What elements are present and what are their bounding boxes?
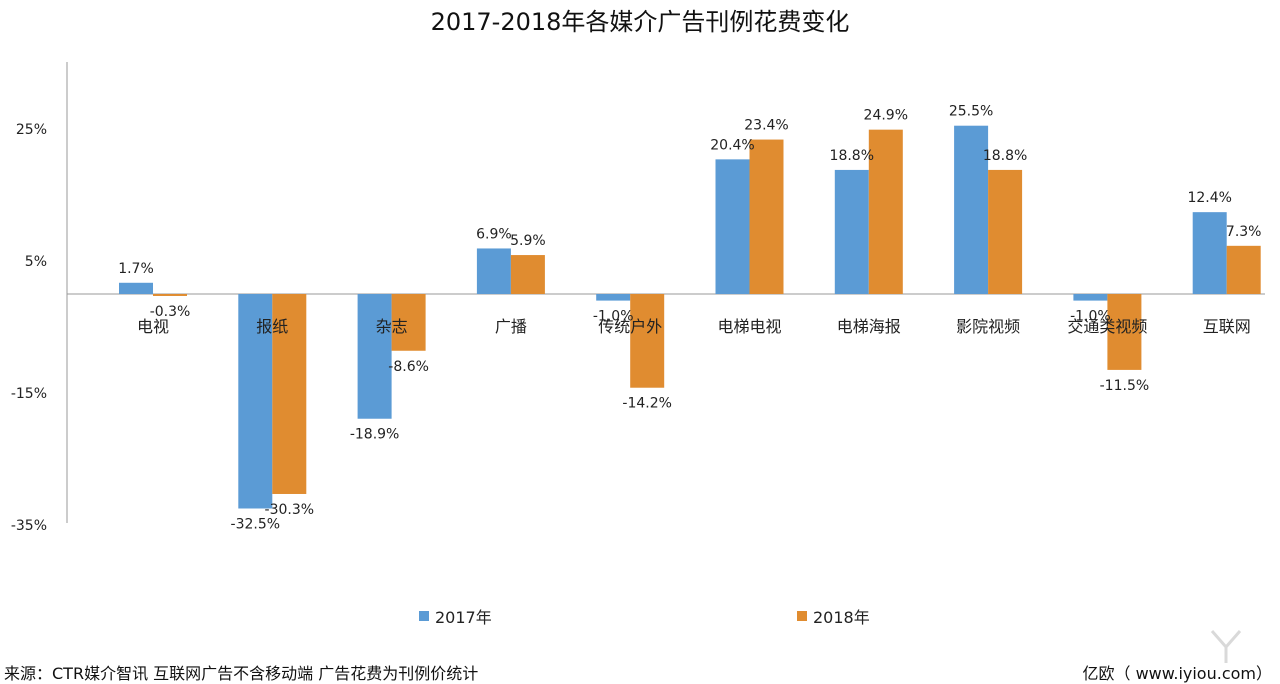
legend-label-2018: 2018年 bbox=[813, 608, 870, 627]
category-label: 电梯海报 bbox=[837, 317, 901, 336]
data-label-2017: -18.9% bbox=[350, 427, 400, 443]
bar-2017 bbox=[476, 248, 511, 294]
data-label-2018: 24.9% bbox=[864, 108, 908, 124]
bar-2017 bbox=[834, 169, 869, 294]
bar-2017 bbox=[119, 282, 153, 294]
bar-2017 bbox=[1192, 212, 1227, 294]
bar-2018 bbox=[272, 294, 307, 494]
category-label: 报纸 bbox=[256, 317, 288, 336]
legend-swatch-2017 bbox=[419, 611, 429, 621]
legend-item-2018: 2018年 bbox=[797, 604, 870, 628]
bar-2017 bbox=[954, 125, 989, 294]
data-label-2017: 12.4% bbox=[1187, 190, 1231, 206]
bar-2018 bbox=[391, 294, 426, 351]
legend-label-2017: 2017年 bbox=[435, 608, 492, 627]
category-label: 电视 bbox=[137, 317, 169, 336]
data-label-2018: 18.8% bbox=[983, 148, 1027, 164]
bar-2017 bbox=[715, 159, 750, 294]
category-labels: 电视 报纸 杂志 广播 传统户外 电梯电视 电梯海报 影院视频 交通类视频 互联网 bbox=[137, 317, 1251, 336]
data-label-2018: -8.6% bbox=[388, 359, 429, 375]
bars bbox=[119, 125, 1261, 509]
category-label: 电梯电视 bbox=[717, 317, 781, 336]
legend-swatch-2018 bbox=[797, 611, 807, 621]
category-label: 交通类视频 bbox=[1067, 317, 1147, 336]
y-tick-label: 25% bbox=[16, 122, 47, 138]
y-tick-labels: 25% 5% -15% -35% bbox=[11, 122, 47, 534]
bar-2018 bbox=[868, 129, 903, 294]
data-label-2018: -0.3% bbox=[150, 304, 191, 320]
brand-watermark-icon bbox=[1210, 630, 1242, 663]
bar-2018 bbox=[630, 294, 665, 388]
bar-2018 bbox=[988, 169, 1023, 294]
data-label-2017: 1.7% bbox=[118, 261, 154, 277]
bar-2017 bbox=[596, 294, 631, 301]
bar-2017 bbox=[1073, 294, 1108, 301]
chart-title: 2017-2018年各媒介广告刊例花费变化 bbox=[430, 8, 850, 36]
legend-item-2017: 2017年 bbox=[419, 604, 492, 628]
bar-2018 bbox=[1107, 294, 1142, 370]
data-label-2017: 25.5% bbox=[949, 104, 993, 120]
source-note: 来源：CTR媒介智讯 互联网广告不含移动端 广告花费为刊例价统计 bbox=[4, 664, 479, 683]
data-label-2017: 18.8% bbox=[830, 148, 874, 164]
data-label-2017: -32.5% bbox=[231, 517, 281, 533]
data-label-2018: 7.3% bbox=[1226, 224, 1262, 240]
category-label: 广播 bbox=[495, 317, 527, 336]
bar-2018 bbox=[1226, 245, 1261, 294]
data-label-2018: 5.9% bbox=[510, 233, 546, 249]
bar-2017 bbox=[357, 294, 392, 419]
data-label-2018: -11.5% bbox=[1100, 378, 1150, 394]
y-tick-label: 5% bbox=[25, 254, 47, 270]
bar-2018 bbox=[749, 139, 784, 294]
data-label-2018: -14.2% bbox=[622, 396, 672, 412]
category-label: 杂志 bbox=[376, 317, 408, 336]
brand-credit: 亿欧（ www.iyiou.com） bbox=[1082, 664, 1272, 683]
y-tick-label: -35% bbox=[11, 518, 47, 534]
category-label: 影院视频 bbox=[956, 317, 1020, 336]
data-labels: 1.7% -0.3% -32.5%-30.3% -18.9% -8.6% 6.9%5.9%… bbox=[118, 104, 1261, 533]
bar-2018 bbox=[510, 255, 545, 294]
bar-2017 bbox=[238, 294, 273, 509]
data-label-2018: -30.3% bbox=[265, 502, 315, 518]
data-label-2017: -1.0% bbox=[593, 309, 634, 325]
bar-2018 bbox=[153, 294, 187, 296]
data-label-2018: 23.4% bbox=[744, 118, 788, 134]
category-label: 互联网 bbox=[1203, 317, 1251, 336]
data-label-2017: -1.0% bbox=[1070, 309, 1111, 325]
category-label: 传统户外 bbox=[598, 317, 662, 336]
data-label-2017: 6.9% bbox=[476, 226, 512, 242]
y-tick-label: -15% bbox=[11, 386, 47, 402]
data-label-2017: 20.4% bbox=[710, 137, 754, 153]
